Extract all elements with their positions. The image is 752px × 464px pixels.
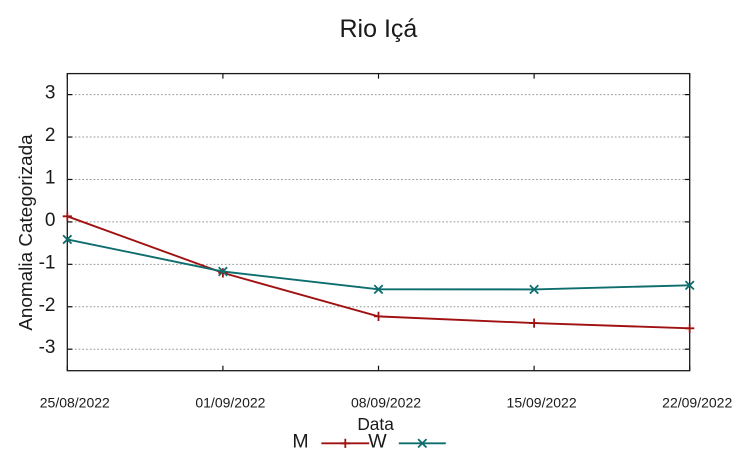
svg-text:-3: -3 — [39, 337, 56, 358]
svg-text:1: 1 — [45, 167, 56, 188]
svg-text:2: 2 — [45, 125, 56, 146]
svg-text:3: 3 — [45, 83, 56, 104]
svg-text:W: W — [368, 430, 387, 452]
svg-text:-1: -1 — [39, 252, 56, 273]
svg-text:-2: -2 — [39, 295, 56, 316]
svg-text:22/09/2022: 22/09/2022 — [662, 395, 732, 411]
svg-text:M: M — [292, 430, 308, 452]
svg-text:25/08/2022: 25/08/2022 — [40, 395, 110, 411]
svg-text:0: 0 — [45, 210, 56, 231]
svg-text:08/09/2022: 08/09/2022 — [351, 395, 421, 411]
svg-text:15/09/2022: 15/09/2022 — [507, 395, 577, 411]
svg-text:Rio Içá: Rio Içá — [339, 15, 417, 43]
svg-text:Data: Data — [357, 414, 394, 434]
svg-text:01/09/2022: 01/09/2022 — [195, 395, 265, 411]
svg-text:Anomalia Categorizada: Anomalia Categorizada — [16, 134, 37, 331]
